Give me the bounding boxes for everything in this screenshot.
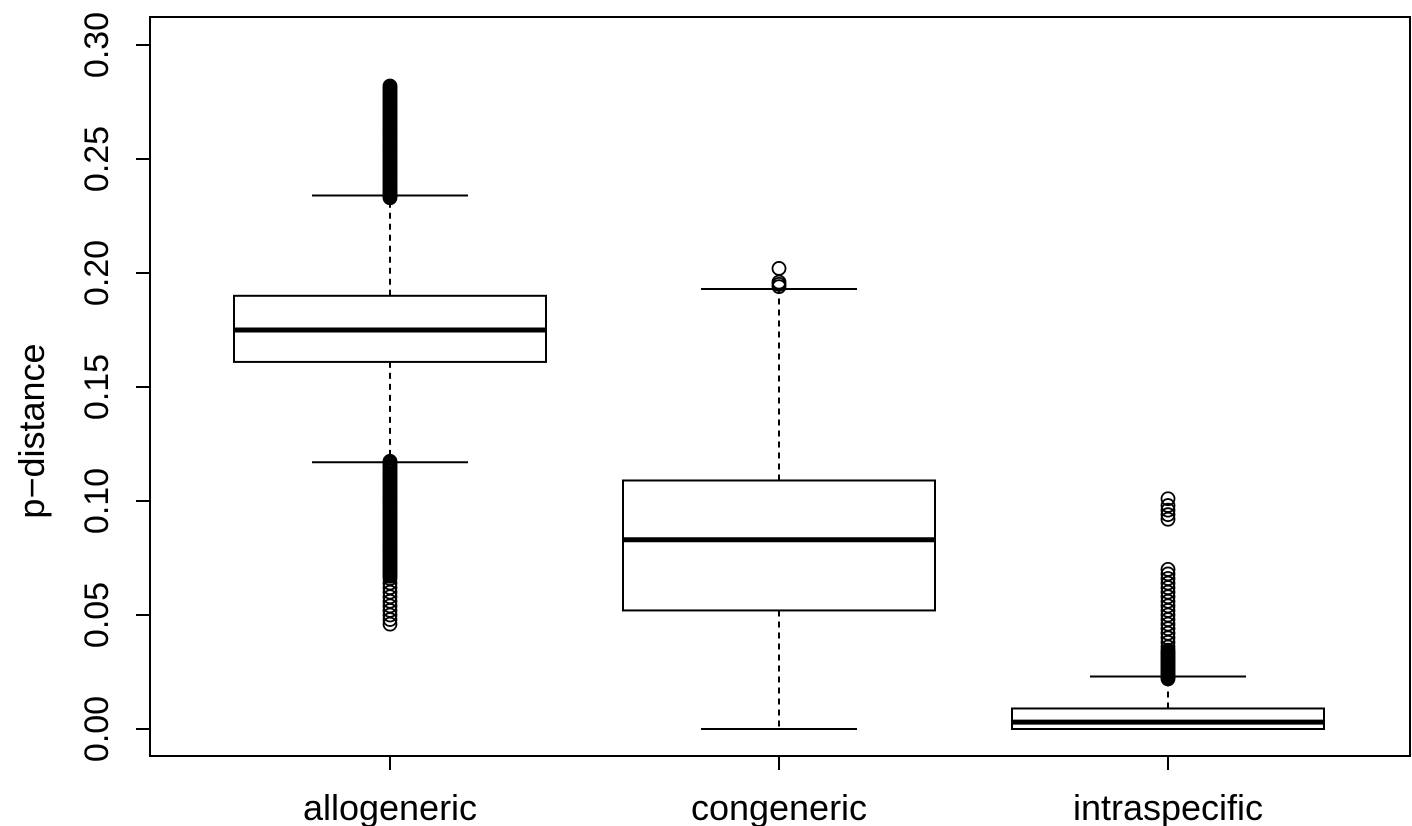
x-category-label: allogeneric bbox=[303, 787, 477, 826]
outlier-point bbox=[382, 571, 398, 586]
outlier-point bbox=[1160, 571, 1176, 586]
outlier-point bbox=[1160, 498, 1176, 513]
outlier-point bbox=[1160, 562, 1176, 577]
outlier-point bbox=[382, 453, 398, 469]
y-tick-label: 0.15 bbox=[78, 354, 116, 420]
y-tick-label: 0.30 bbox=[78, 12, 116, 78]
y-tick-label: 0.20 bbox=[78, 240, 116, 306]
y-tick-label: 0.10 bbox=[78, 468, 116, 534]
y-axis-title: p−distance bbox=[11, 343, 52, 518]
outlier-point bbox=[1160, 491, 1176, 507]
outlier-point bbox=[1160, 507, 1176, 523]
box-iqr bbox=[1011, 707, 1325, 730]
outlier-point bbox=[1160, 566, 1176, 582]
x-category-label: intraspecific bbox=[1073, 787, 1263, 826]
plot-layer: 0.00 0.05 0.10 0.15 0.20 0.25 0.30 p−distance al… bbox=[11, 12, 1411, 826]
outlier-point bbox=[771, 261, 787, 276]
outlier-point bbox=[1160, 502, 1176, 518]
y-tick-label: 0.05 bbox=[78, 582, 116, 648]
x-category-label: congeneric bbox=[691, 787, 867, 826]
outlier-point bbox=[382, 580, 398, 596]
box-iqr bbox=[622, 479, 936, 612]
y-tick-label: 0.25 bbox=[78, 126, 116, 192]
outlier-point bbox=[382, 575, 398, 591]
outlier-point bbox=[382, 78, 398, 94]
y-tick-label: 0.00 bbox=[78, 696, 116, 762]
